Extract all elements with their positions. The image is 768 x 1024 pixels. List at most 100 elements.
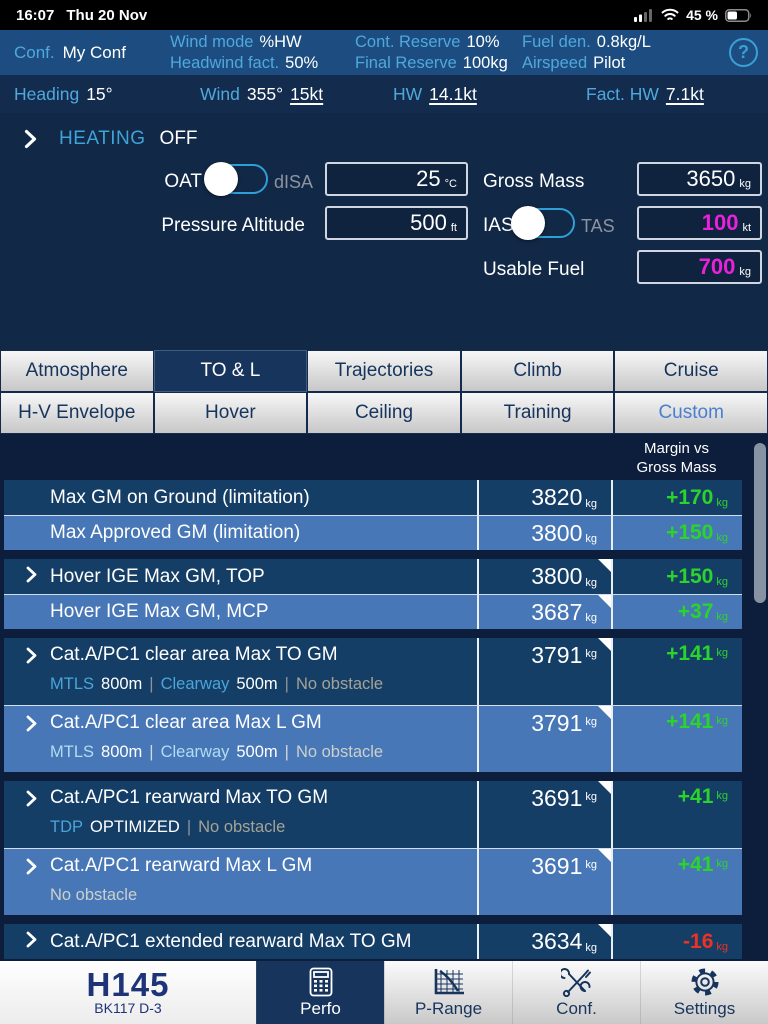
margin-value: -16 — [683, 929, 714, 953]
airspeed-unit: kt — [742, 222, 751, 234]
result-value-cell[interactable]: 3687 kg — [477, 594, 611, 629]
oat-unit: °C — [444, 178, 457, 190]
result-subtitle: TDP OPTIMIZED | No obstacle — [50, 818, 477, 837]
wind-mode-label: Wind mode — [170, 33, 254, 51]
toggle-knob — [204, 162, 238, 196]
pressure-altitude-input[interactable]: 500 ft — [325, 206, 468, 240]
wind-mode-value: %HW — [259, 33, 302, 51]
result-row-hover-ige-max-gm-top[interactable]: Hover IGE Max GM, TOP 3800 kg +150 kg — [4, 559, 742, 594]
chevron-right-icon — [26, 566, 37, 582]
result-unit: kg — [585, 533, 597, 545]
tab-custom[interactable]: Custom — [614, 392, 768, 434]
heading-bar: Heading 15° Wind 355° 15kt HW 14.1kt Fac… — [0, 75, 768, 113]
tab-h-v-envelope[interactable]: H-V Envelope — [0, 392, 154, 434]
result-title: Hover IGE Max GM, MCP — [50, 601, 269, 622]
battery-icon — [725, 8, 752, 22]
result-row-cat-a-pc1-clear-area-max-l-gm[interactable]: Cat.A/PC1 clear area Max L GM MTLS 800m | Cl… — [4, 705, 742, 772]
margin-unit: kg — [716, 715, 728, 727]
heating-expander[interactable]: HEATING OFF — [24, 128, 198, 150]
result-value-cell[interactable]: 3791 kg — [477, 705, 611, 772]
result-subtitle: No obstacle — [50, 886, 477, 905]
tab-climb[interactable]: Climb — [460, 350, 615, 392]
result-title: Cat.A/PC1 clear area Max L GM — [50, 712, 322, 733]
tab-training[interactable]: Training — [460, 392, 615, 434]
scrollbar-thumb[interactable] — [754, 443, 766, 603]
fuel-config-column: Fuel den. 0.8kg/L Airspeed Pilot — [522, 32, 657, 73]
result-unit: kg — [585, 576, 597, 589]
result-value-cell[interactable]: 3691 kg — [477, 848, 611, 915]
fuel-den-value: 0.8kg/L — [596, 33, 651, 51]
result-unit: kg — [585, 497, 597, 510]
gross-mass-input[interactable]: 3650 kg — [637, 162, 762, 196]
tab-ceiling[interactable]: Ceiling — [307, 392, 461, 434]
subtitle-segment: No obstacle — [295, 743, 384, 761]
margin-value: +141 — [666, 642, 714, 665]
result-value: 3800 — [531, 519, 583, 546]
result-row-max-gm-on-ground-limitation: Max GM on Ground (limitation) 3820 kg +170 k… — [4, 480, 742, 515]
help-button[interactable]: ? — [729, 38, 758, 67]
result-value-cell[interactable]: 3791 kg — [477, 638, 611, 705]
conf-selector[interactable]: Conf. My Conf — [14, 30, 126, 75]
result-row-cat-a-pc1-clear-area-max-to-gm[interactable]: Cat.A/PC1 clear area Max TO GM MTLS 800m | C… — [4, 638, 742, 705]
ias-tas-toggle[interactable] — [511, 206, 575, 240]
fact-hw-value[interactable]: 7.1kt — [665, 83, 704, 104]
result-label-cell: Cat.A/PC1 rearward Max TO GM TDP OPTIMIZED… — [4, 781, 477, 848]
usable-fuel-input[interactable]: 700 kg — [637, 250, 762, 284]
hw-value[interactable]: 14.1kt — [429, 83, 477, 104]
result-value-cell: 3800 kg — [477, 515, 611, 550]
result-group: Cat.A/PC1 clear area Max TO GM MTLS 800m | C… — [4, 638, 742, 772]
result-margin-cell: +150 kg — [611, 515, 742, 550]
wind-config-column: Wind mode %HW Headwind fact. 50% — [170, 32, 324, 73]
result-group: Cat.A/PC1 extended rearward Max TO GM 363… — [4, 924, 742, 959]
result-row-cat-a-pc1-extended-rearward-max-to-gm[interactable]: Cat.A/PC1 extended rearward Max TO GM 363… — [4, 924, 742, 959]
subtitle-segment: | — [186, 818, 192, 836]
heading-value: 15° — [86, 83, 113, 104]
result-value: 3820 — [531, 484, 583, 510]
conf-value: My Conf — [62, 42, 126, 62]
subtitle-segment: 800m — [101, 743, 143, 761]
airspeed-input[interactable]: 100 kt — [637, 206, 762, 240]
nav-item-settings[interactable]: Settings — [640, 961, 768, 1024]
oat-input[interactable]: 25 °C — [325, 162, 468, 196]
subtitle-segment: No obstacle — [50, 886, 138, 904]
tab-atmosphere[interactable]: Atmosphere — [0, 350, 154, 392]
oat-disa-toggle[interactable] — [204, 162, 268, 196]
result-label-cell: Hover IGE Max GM, TOP — [4, 559, 477, 594]
nav-item-conf[interactable]: Conf. — [512, 961, 640, 1024]
subtitle-segment: Clearway — [160, 743, 230, 761]
nav-item-perfo[interactable]: Perfo — [256, 961, 384, 1024]
wind-label: Wind — [200, 83, 240, 104]
subtitle-segment: | — [149, 675, 154, 693]
nav-item-p-range[interactable]: P-Range — [384, 961, 512, 1024]
result-value-cell[interactable]: 3634 kg — [477, 924, 611, 959]
tab-to-l[interactable]: TO & L — [153, 350, 308, 392]
margin-unit: kg — [716, 858, 728, 870]
chevron-right-icon — [26, 715, 37, 732]
chevron-right-icon — [24, 129, 37, 149]
result-value: 3687 — [531, 598, 583, 625]
final-reserve-value: 100kg — [462, 53, 508, 72]
wind-direction-value: 355° — [246, 83, 284, 104]
result-row-cat-a-pc1-rearward-max-to-gm[interactable]: Cat.A/PC1 rearward Max TO GM TDP OPTIMIZED… — [4, 781, 742, 848]
wind-speed-value[interactable]: 15kt — [290, 83, 324, 104]
pressure-altitude-value: 500 — [410, 210, 447, 235]
result-margin-cell: +170 kg — [611, 480, 742, 515]
result-title: Cat.A/PC1 extended rearward Max TO GM — [50, 930, 412, 952]
calculator-icon — [309, 966, 333, 998]
result-value-cell[interactable]: 3800 kg — [477, 559, 611, 594]
oat-value: 25 — [416, 166, 441, 191]
tools-icon — [560, 966, 593, 998]
heading-field: Heading 15° — [14, 75, 113, 113]
result-value-cell[interactable]: 3691 kg — [477, 781, 611, 848]
result-margin-cell: -16 kg — [611, 924, 742, 959]
tab-cruise[interactable]: Cruise — [614, 350, 768, 392]
result-margin-cell: +150 kg — [611, 559, 742, 594]
fact-hw-field: Fact. HW 7.1kt — [586, 75, 704, 113]
result-row-cat-a-pc1-rearward-max-l-gm[interactable]: Cat.A/PC1 rearward Max L GM No obstacle 36… — [4, 848, 742, 915]
tab-hover[interactable]: Hover — [153, 392, 308, 434]
tab-trajectories[interactable]: Trajectories — [307, 350, 461, 392]
bottom-nav: H145 BK117 D-3 Perfo — [0, 961, 768, 1024]
status-date: Thu 20 Nov — [66, 6, 148, 24]
question-mark-icon: ? — [738, 42, 749, 62]
result-value: 3800 — [531, 563, 583, 589]
